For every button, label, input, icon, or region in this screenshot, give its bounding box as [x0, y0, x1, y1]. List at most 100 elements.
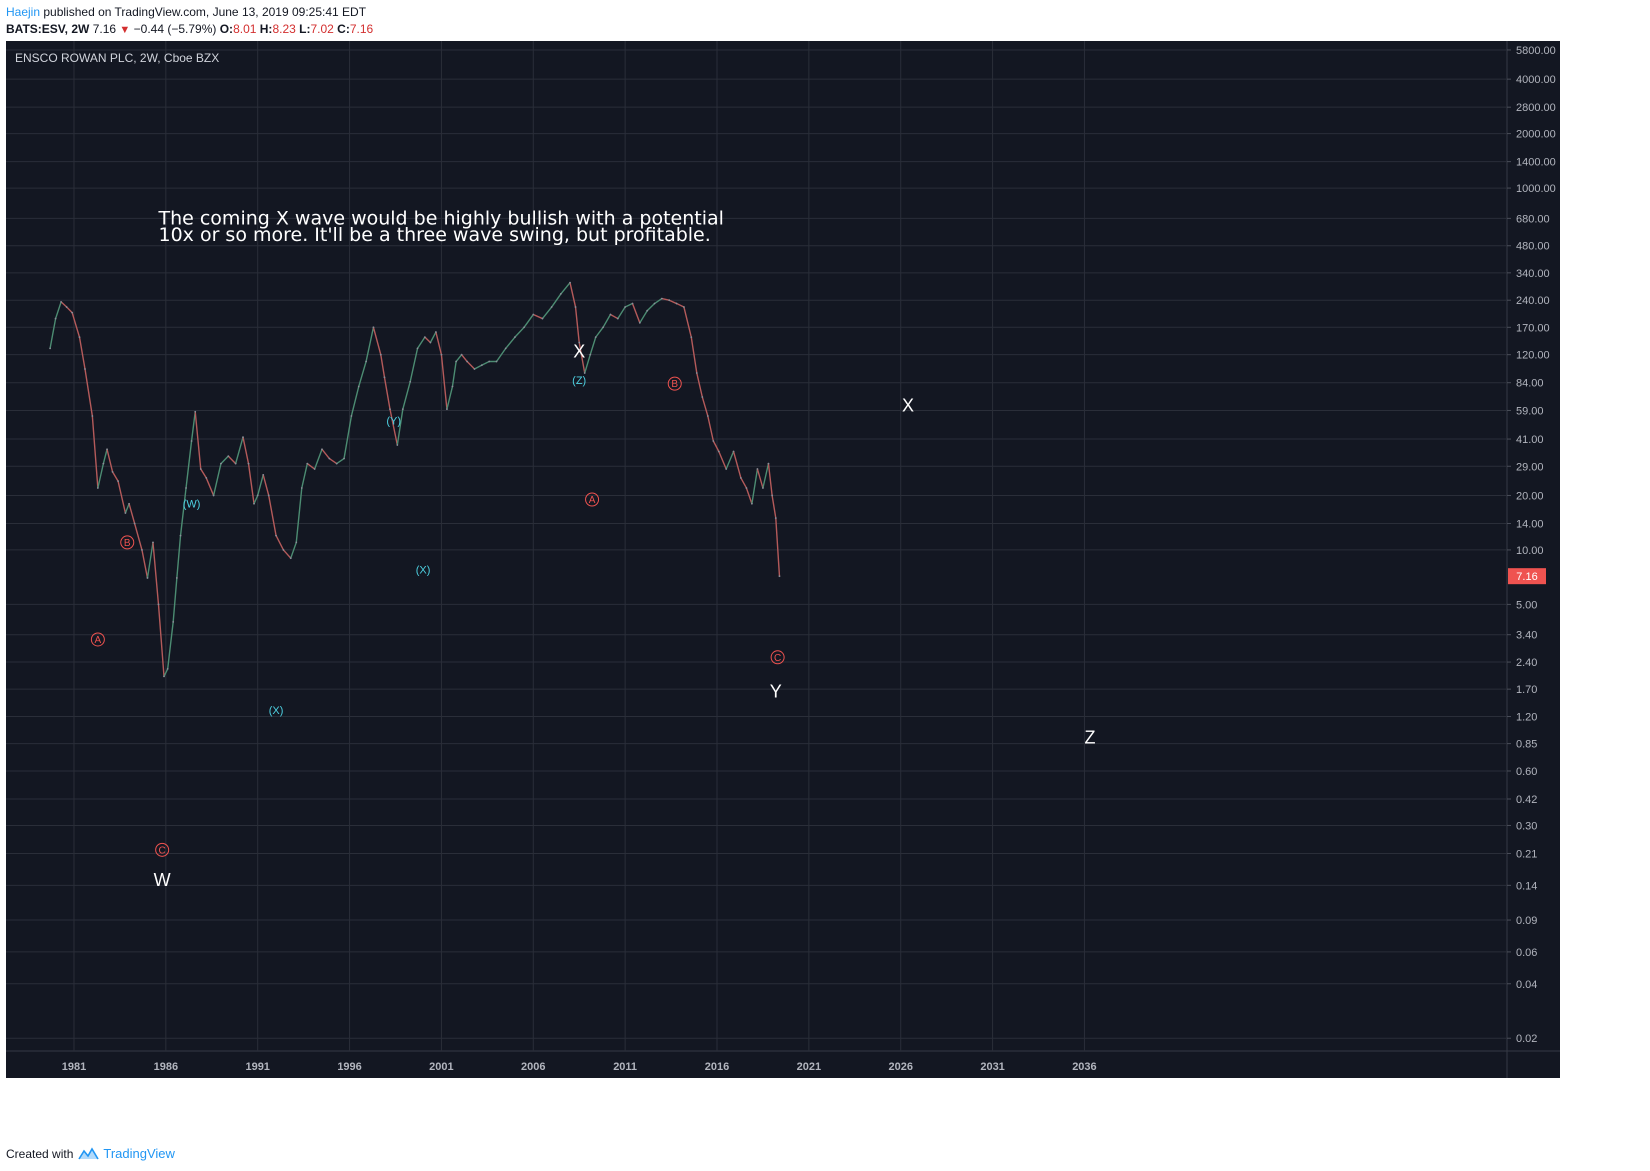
price-segment	[771, 494, 777, 519]
price-segment	[762, 462, 770, 489]
price-change: −0.44 (−5.79%)	[133, 22, 217, 36]
y-tick-label: 1.20	[1516, 712, 1537, 724]
wave-label-ring	[585, 492, 600, 507]
price-point	[350, 415, 353, 417]
x-tick-label: 2031	[980, 1061, 1004, 1073]
symbol-header: BATS:ESV, 2W 7.16 ▼ −0.44 (−5.79%) O:8.0…	[6, 22, 373, 36]
last-price: 7.16	[92, 22, 117, 36]
price-point	[550, 306, 553, 308]
price-point	[313, 468, 316, 470]
y-tick-label: 4000.00	[1516, 74, 1556, 86]
price-point	[199, 468, 202, 470]
price-point	[446, 408, 448, 411]
price-segment	[358, 360, 367, 388]
price-point	[275, 534, 277, 537]
price-point	[589, 353, 592, 356]
y-tick-label: 0.14	[1516, 880, 1537, 892]
author-link[interactable]: Haejin	[6, 5, 41, 19]
price-segment	[157, 603, 165, 678]
price-segment	[275, 534, 285, 551]
y-tick-label: 29.00	[1516, 461, 1544, 473]
price-segment	[282, 549, 292, 559]
price-segment	[740, 477, 748, 489]
price-point	[480, 364, 483, 367]
x-tick-label: 1991	[245, 1061, 269, 1073]
price-segment	[584, 353, 591, 374]
price-point	[166, 667, 169, 670]
price-segment	[550, 293, 562, 308]
y-tick-label: 480.00	[1516, 241, 1550, 253]
price-segment	[631, 302, 641, 324]
price-point	[234, 462, 237, 465]
price-segment	[253, 494, 259, 505]
price-point	[247, 462, 250, 465]
wave-label-ring	[120, 535, 135, 550]
price-point	[253, 502, 255, 505]
price-segment	[166, 621, 174, 670]
price-point	[409, 380, 412, 383]
y-tick-label: 84.00	[1516, 378, 1544, 390]
price-segment	[372, 326, 382, 356]
price-segment	[256, 474, 264, 497]
price-point	[695, 372, 698, 374]
wave-label-y: Y	[770, 681, 782, 701]
price-point	[396, 444, 399, 446]
x-tick-label: 2001	[429, 1061, 453, 1073]
price-segment	[220, 455, 230, 465]
price-point	[60, 300, 63, 303]
low-label: L:	[299, 22, 311, 36]
price-segment	[306, 462, 316, 470]
price-point	[429, 341, 432, 344]
price-segment	[446, 385, 454, 410]
price-segment	[200, 468, 207, 479]
price-segment	[617, 306, 626, 320]
wave-label-cyan: (Y)	[386, 415, 401, 427]
tradingview-link[interactable]: TradingView	[103, 1146, 175, 1161]
wave-label-c: C	[774, 653, 781, 664]
wave-label-cyan: (X)	[416, 564, 431, 576]
price-segment	[725, 450, 735, 470]
price-point	[295, 541, 298, 544]
x-tick-label: 2016	[705, 1061, 729, 1073]
price-segment	[523, 313, 534, 329]
price-point	[541, 317, 544, 320]
y-tick-label: 5.00	[1516, 599, 1537, 611]
x-tick-label: 2011	[613, 1061, 637, 1073]
price-point	[767, 462, 770, 465]
price-point	[460, 353, 463, 356]
price-point	[365, 360, 367, 363]
price-segment	[54, 301, 62, 320]
price-segment	[595, 326, 604, 338]
y-tick-label: 0.21	[1516, 848, 1537, 860]
y-tick-label: 680.00	[1516, 213, 1550, 225]
price-segment	[49, 317, 57, 350]
price-point	[504, 347, 507, 350]
price-point	[106, 448, 108, 451]
created-with-label: Created with	[6, 1146, 74, 1161]
price-point	[609, 313, 612, 316]
price-segment	[661, 297, 670, 301]
time-axis[interactable]: 1981 1986 1991 1996 2001 2006 2011 2016 2021 2026…	[62, 1061, 1097, 1073]
price-axis[interactable]: 5800.00 4000.00 2800.00 2000.00 1400.00 1000.…	[1507, 45, 1556, 1045]
price-point	[163, 675, 165, 678]
price-point	[205, 477, 208, 479]
tradingview-logo-icon	[78, 1146, 100, 1159]
price-segment	[495, 347, 507, 363]
price-point	[227, 455, 230, 458]
price-point	[54, 317, 57, 320]
wave-label-b: B	[671, 379, 678, 390]
price-segment	[133, 522, 143, 551]
price-segment	[675, 302, 685, 308]
price-segment	[732, 450, 742, 479]
price-segment	[639, 310, 648, 324]
price-segment	[328, 457, 338, 465]
price-point	[124, 512, 127, 514]
price-segment	[262, 474, 270, 497]
price-point	[653, 302, 656, 305]
price-segment	[365, 326, 375, 363]
price-point	[712, 440, 715, 442]
price-segment	[141, 549, 149, 579]
price-segment	[234, 436, 244, 465]
price-point	[668, 299, 671, 302]
